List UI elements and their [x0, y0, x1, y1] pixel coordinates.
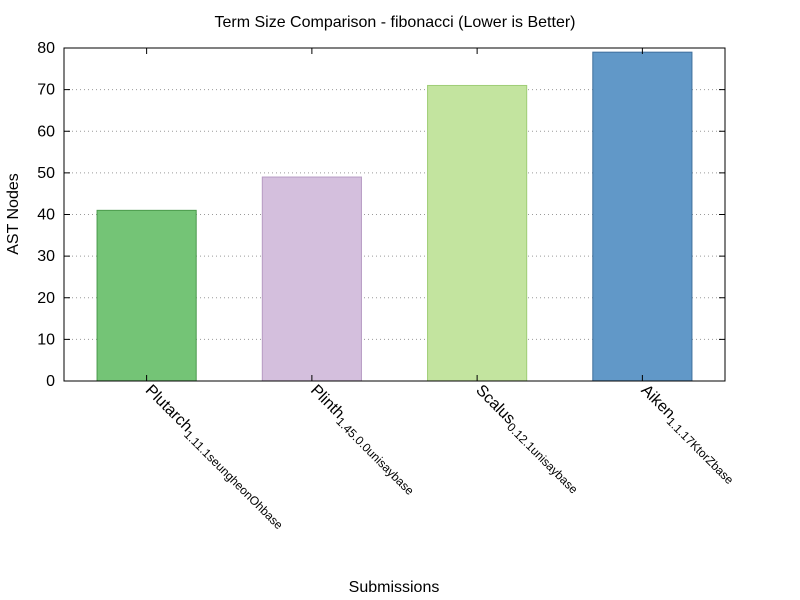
- x-category-label: Plutarch1.11.1seungheonOhbase: [140, 382, 291, 533]
- bars: [96, 51, 693, 382]
- x-category-label: Aiken1.1.17KtorZbase: [635, 382, 740, 487]
- bar: [96, 209, 197, 382]
- x-category-label-part: base: [552, 468, 581, 497]
- y-tick-label: 40: [37, 207, 55, 224]
- y-tick-label: 10: [37, 331, 55, 348]
- x-tick-labels: Plutarch1.11.1seungheonOhbasePlinth1.45.…: [140, 382, 740, 533]
- bar: [427, 84, 528, 382]
- x-category-label-part: Plutarch: [142, 382, 196, 436]
- y-tick-label: 30: [37, 248, 55, 265]
- y-tick-label: 20: [37, 290, 55, 307]
- y-tick-label: 0: [46, 373, 55, 390]
- bar: [592, 51, 693, 382]
- y-tick-label: 80: [37, 40, 55, 57]
- x-category-label-part: base: [388, 470, 417, 499]
- x-category-label-part: base: [257, 504, 286, 533]
- chart-title: Term Size Comparison - fibonacci (Lower …: [214, 14, 575, 31]
- y-tick-label: 70: [37, 82, 55, 99]
- y-tick-labels: 0 10 20 30 40 50 60 70 80: [37, 40, 55, 390]
- x-category-label-part: seungheonOh: [204, 451, 267, 514]
- bar: [261, 176, 362, 382]
- x-category-label: Plinth1.45.0.0unisaybase: [305, 382, 421, 498]
- x-category-label: Scalus0.12.1unisaybase: [470, 382, 585, 497]
- x-category-label-part: base: [708, 459, 737, 488]
- y-tick-label: 60: [37, 123, 55, 140]
- x-category-label-part: Scalus: [472, 382, 518, 428]
- x-category-label-part: 1.45.0.0: [333, 414, 374, 455]
- plot-frame: [63, 47, 726, 382]
- y-axis-label: AST Nodes: [5, 173, 22, 255]
- y-tick-label: 50: [37, 165, 55, 182]
- x-axis-label: Submissions: [349, 579, 440, 596]
